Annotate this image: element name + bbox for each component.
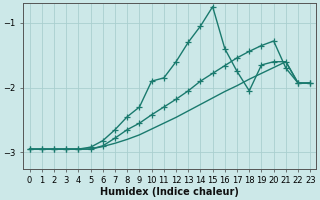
X-axis label: Humidex (Indice chaleur): Humidex (Indice chaleur) xyxy=(100,187,239,197)
